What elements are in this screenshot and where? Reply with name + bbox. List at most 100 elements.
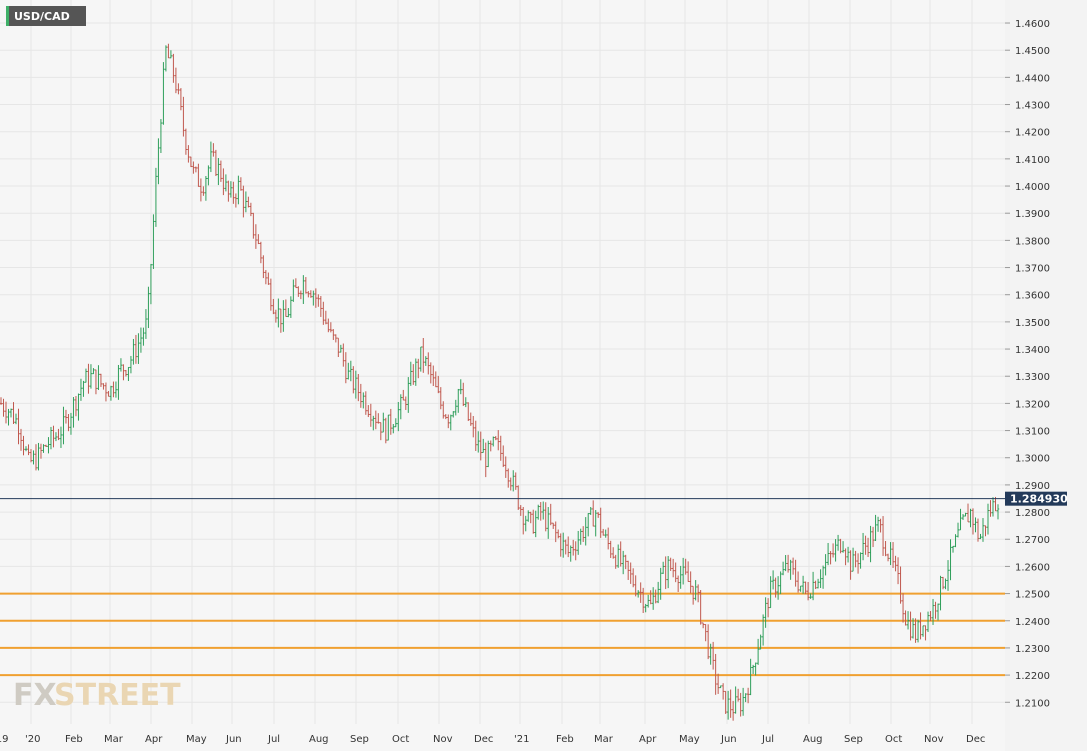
ohlc-bar — [344, 352, 348, 384]
x-tick-label: Apr — [145, 734, 163, 745]
x-tick-label: Oct — [885, 734, 902, 745]
ohlc-bar — [267, 272, 270, 285]
y-tick-label: 1.4600 — [1015, 19, 1050, 30]
ohlc-bar — [324, 310, 328, 325]
ohlc-bar — [209, 141, 213, 173]
ohlc-bar — [606, 527, 610, 550]
ohlc-bar — [239, 177, 243, 191]
ohlc-bar — [641, 587, 645, 613]
ohlc-bar — [464, 397, 467, 408]
ohlc-bar — [944, 578, 947, 590]
ohlc-bar — [454, 399, 457, 416]
ohlc-bar — [202, 186, 205, 196]
ohlc-bar — [269, 278, 273, 311]
ohlc-bar — [384, 417, 388, 444]
x-tick-label: Apr — [639, 734, 657, 745]
ohlc-bar — [187, 145, 190, 163]
ohlc-bar — [244, 191, 248, 213]
ohlc-bar — [349, 360, 353, 382]
ohlc-bar — [589, 507, 592, 515]
ohlc-bar — [112, 381, 115, 398]
ohlc-bar — [991, 497, 995, 517]
ohlc-bar — [337, 337, 340, 358]
ohlc-bar — [611, 547, 615, 559]
ohlc-bar — [644, 603, 647, 613]
ohlc-bar — [711, 641, 715, 670]
ohlc-bar — [494, 436, 497, 441]
y-tick-label: 1.4400 — [1015, 73, 1050, 84]
ohlc-bar — [597, 512, 600, 518]
ohlc-bar — [9, 408, 13, 418]
ohlc-bar — [52, 425, 55, 448]
ohlc-bar — [519, 505, 522, 516]
ohlc-bar — [117, 364, 120, 400]
ohlc-bar — [274, 309, 278, 323]
ohlc-bar — [299, 290, 303, 300]
ohlc-bar — [367, 405, 370, 418]
ohlc-bar — [789, 559, 792, 580]
ohlc-bar — [959, 508, 962, 531]
ohlc-bar — [282, 300, 285, 332]
ohlc-bar — [132, 338, 135, 365]
ohlc-bar — [749, 658, 752, 696]
ohlc-bar — [979, 533, 982, 540]
ohlc-bar — [746, 687, 750, 704]
y-tick-label: 1.2600 — [1015, 562, 1050, 573]
ohlc-bar — [389, 408, 393, 435]
y-tick-label: 1.2900 — [1015, 481, 1050, 492]
ohlc-bar — [57, 428, 60, 441]
ohlc-bar — [467, 402, 470, 422]
ohlc-bar — [382, 412, 385, 433]
ohlc-bar — [214, 149, 218, 177]
ohlc-bar — [0, 397, 3, 405]
x-tick-label: Feb — [65, 734, 83, 745]
ohlc-bar — [304, 277, 308, 294]
ohlc-bar — [469, 412, 472, 426]
ohlc-bar — [257, 234, 260, 245]
ohlc-bar — [409, 361, 412, 386]
ohlc-bar — [919, 612, 922, 640]
ohlc-bar — [699, 589, 702, 625]
ohlc-bar — [259, 241, 263, 264]
x-tick-label: Jun — [720, 734, 737, 745]
y-tick-label: 1.4500 — [1015, 46, 1050, 57]
ohlc-bar — [694, 580, 697, 601]
y-tick-label: 1.3700 — [1015, 264, 1050, 275]
ohlc-bar — [949, 539, 952, 581]
y-tick-label: 1.2500 — [1015, 590, 1050, 601]
ohlc-bar — [514, 472, 517, 490]
ohlc-bar — [47, 437, 50, 454]
ohlc-bar — [989, 500, 992, 517]
ohlc-bar — [22, 435, 25, 456]
x-tick-label: Aug — [803, 734, 823, 745]
ohlc-bar — [926, 611, 930, 633]
ohlc-bar — [921, 625, 925, 637]
ohlc-bar — [756, 638, 760, 665]
ohlc-bar — [174, 67, 178, 94]
ohlc-bar — [769, 576, 772, 609]
plot-background — [0, 0, 1005, 728]
ohlc-bar — [237, 175, 240, 205]
ohlc-bar — [764, 597, 767, 628]
ohlc-bar — [204, 175, 208, 201]
ohlc-bar — [861, 532, 865, 561]
ohlc-bar — [619, 541, 622, 567]
ohlc-bar — [247, 196, 250, 208]
ohlc-bar — [904, 610, 907, 626]
ohlc-bar — [649, 590, 652, 605]
ohlc-bar — [352, 366, 355, 394]
ohlc-bar — [509, 477, 512, 491]
ohlc-bar — [64, 409, 68, 424]
ohlc-bar — [447, 414, 450, 429]
ohlc-bar — [397, 401, 400, 432]
ohlc-bar — [616, 544, 620, 568]
ohlc-bar — [889, 542, 892, 566]
ohlc-bar — [317, 294, 320, 307]
ohlc-bar — [254, 224, 258, 249]
ohlc-bar — [54, 432, 58, 442]
ohlc-bar — [419, 346, 422, 372]
ohlc-bar — [559, 533, 562, 557]
ohlc-bar — [137, 333, 140, 364]
ohlc-bar — [404, 396, 407, 410]
